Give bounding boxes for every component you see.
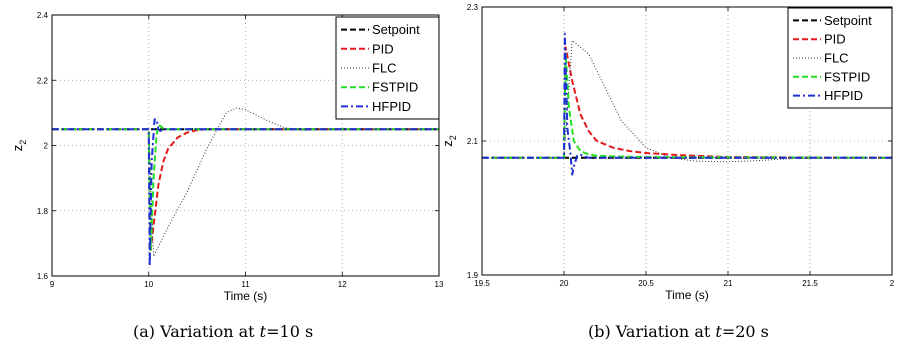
x-tick-label: 11 [241, 280, 250, 289]
legend-label-hfpid: HFPID [372, 99, 411, 114]
caption-b-suffix: =20 s [722, 322, 769, 341]
legend-label-setpoint: Setpoint [372, 22, 420, 37]
y-tick-label: 2 [44, 142, 49, 151]
caption-a-prefix: (a) Variation at [133, 322, 260, 341]
x-tick-label: 13 [435, 280, 444, 289]
y-tick-label: 2.2 [37, 76, 49, 85]
x-tick-label: 12 [338, 280, 347, 289]
y-axis-label: z2 [10, 140, 28, 152]
legend-label-flc: FLC [372, 61, 397, 76]
legend: Setpoint PID FLC FSTPID HFPID [336, 17, 439, 119]
x-tick-label: 9 [50, 280, 55, 289]
y-axis-label: z2 [440, 135, 458, 147]
chart-b: 19.5 20 20.5 21 21.5 2 1.9 2.1 2.3 Time (s) z2 Setp… [440, 3, 895, 302]
legend-label-fstpid: FSTPID [824, 69, 870, 84]
x-tick-label: 21 [724, 279, 733, 288]
x-tick-label: 21.5 [802, 279, 818, 288]
x-axis-label: Time (s) [665, 288, 709, 302]
caption-b-prefix: (b) Variation at [588, 322, 715, 341]
y-tick-label: 1.8 [37, 207, 49, 216]
x-tick-label: 20 [560, 279, 569, 288]
legend-label-setpoint: Setpoint [824, 13, 872, 28]
caption-a-suffix: =10 s [266, 322, 313, 341]
y-tick-label: 2.3 [467, 3, 479, 12]
x-tick-label: 10 [144, 280, 153, 289]
chart-a: 9 10 11 12 13 1.6 1.8 2 2.2 2.4 Time (s) z2 Setpoint… [10, 11, 444, 303]
caption-a: (a) Variation at t=10 s [133, 322, 313, 341]
legend: Setpoint PID FLC FSTPID HFPID [788, 8, 892, 108]
y-tick-label: 1.6 [37, 272, 49, 281]
y-axis-label-subscript: 2 [448, 135, 458, 140]
legend-label-pid: PID [824, 32, 846, 47]
x-tick-label: 19.5 [474, 279, 490, 288]
x-tick-label: 20.5 [638, 279, 654, 288]
y-tick-label: 1.9 [467, 271, 479, 280]
legend-label-pid: PID [372, 41, 394, 56]
legend-label-flc: FLC [824, 51, 849, 66]
y-tick-label: 2.4 [37, 11, 49, 20]
legend-label-fstpid: FSTPID [372, 80, 418, 95]
y-axis-label-subscript: 2 [18, 140, 28, 145]
x-tick-label: 2 [890, 279, 895, 288]
legend-label-hfpid: HFPID [824, 88, 863, 103]
x-axis-label: Time (s) [224, 289, 268, 303]
y-tick-label: 2.1 [467, 137, 479, 146]
caption-b: (b) Variation at t=20 s [588, 322, 769, 341]
